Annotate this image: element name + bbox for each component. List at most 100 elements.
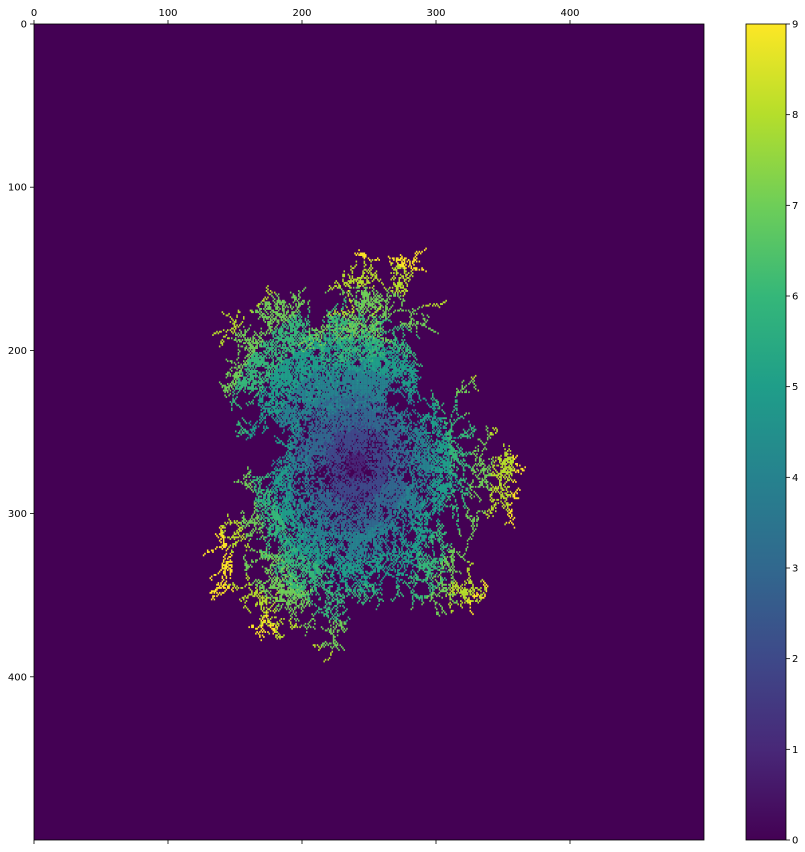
cluster-cell [277,352,280,354]
cluster-cell [361,433,363,436]
cluster-cell [320,436,323,439]
cluster-cell [289,485,292,488]
cluster-cell [348,422,351,425]
cluster-cell [366,409,368,412]
cluster-cell [324,387,327,390]
cluster-cell [300,347,303,349]
cluster-cell [379,407,382,410]
cluster-cell [302,412,304,415]
cluster-cell [343,417,346,420]
cluster-cell [350,405,352,408]
cluster-cell [302,401,304,403]
cluster-cell [311,334,313,336]
cluster-cell [275,391,277,394]
cluster-cell [318,448,320,451]
cluster-cell [298,345,300,348]
cluster-cell [326,405,328,408]
cluster-cell [389,352,391,354]
cluster-cell [359,374,362,377]
cluster-cell [393,376,395,379]
cluster-cell [289,415,292,418]
cluster-cell [304,350,307,353]
cluster-cell [276,394,279,397]
cluster-cell [331,345,334,348]
cluster-cell [296,311,299,314]
cluster-cell [382,404,384,407]
cluster-cell [294,356,296,359]
cluster-cell [310,402,312,405]
cluster-cell [326,446,328,449]
cluster-cell [387,430,390,433]
cluster-cell [284,487,287,490]
cluster-cell [378,459,380,462]
cluster-cell [292,358,295,361]
cluster-cell [310,422,312,425]
cluster-cell [350,438,352,441]
cluster-cell [331,391,334,394]
cluster-cell [280,472,283,475]
cluster-cell [377,361,379,364]
cluster-cell [241,383,244,385]
cluster-cell [277,321,280,323]
cluster-cell [322,365,324,367]
cluster-cell [292,348,295,351]
cluster-cell [316,365,319,367]
cluster-cell [355,407,358,410]
cluster-cell [300,440,303,443]
cluster-cell [354,392,356,395]
cluster-cell [300,381,303,384]
cluster-cell [381,485,383,488]
cluster-cell [294,490,296,493]
cluster-cell [370,373,372,376]
cluster-cell [338,441,340,444]
cluster-cell [362,383,364,385]
cluster-cell [276,467,279,470]
cluster-cell [318,368,320,371]
cluster-cell [304,356,307,359]
cluster-cell [382,345,384,348]
cluster-cell [390,433,392,436]
cluster-cell [247,430,249,433]
cluster-cell [310,365,312,367]
cluster-cell [342,343,344,346]
cluster-cell [300,374,303,377]
cluster-cell [287,332,289,335]
cluster-cell [269,482,272,485]
cluster-cell [320,353,323,356]
cluster-cell [375,513,378,516]
cluster-cell [315,355,317,358]
cluster-cell [295,405,297,408]
cluster-cell [346,384,348,387]
cluster-cell [306,379,308,382]
cluster-cell [316,383,319,385]
cluster-cell [276,374,279,377]
cluster-cell [322,343,324,346]
cluster-cell [326,422,328,425]
cluster-cell [312,386,315,389]
cluster-cell [253,428,256,431]
cluster-cell [348,397,351,400]
cluster-cell [320,391,323,394]
cluster-cell [332,366,335,369]
cluster-cell [320,350,323,353]
cluster-cell [269,325,272,328]
cluster-cell [367,436,370,439]
cluster-cell [328,335,331,338]
cluster-cell [389,438,391,441]
cluster-cell [295,356,297,359]
cluster-cell [279,381,281,384]
cluster-cell [281,495,284,498]
cluster-cell [385,404,387,407]
cluster-cell [277,358,280,361]
cluster-cell [318,425,320,428]
cluster-cell [361,376,363,379]
cluster-cell [356,370,359,372]
cluster-cell [381,440,383,443]
cluster-cell [395,481,398,483]
cluster-cell [279,337,281,340]
cluster-cell [361,381,363,384]
cluster-cell [359,355,362,358]
cluster-cell [291,347,293,349]
cluster-cell [346,445,348,447]
cluster-cell [267,487,269,490]
